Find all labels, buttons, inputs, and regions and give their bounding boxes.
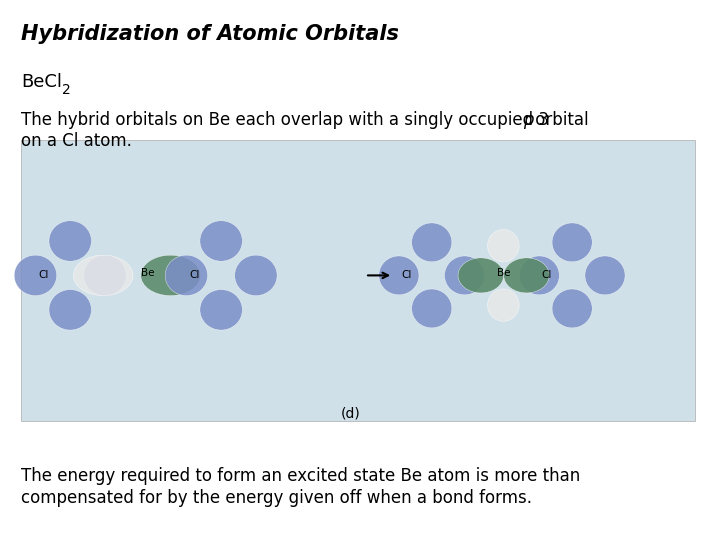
Ellipse shape — [200, 221, 243, 261]
Text: compensated for by the energy given off when a bond forms.: compensated for by the energy given off … — [21, 489, 532, 507]
Text: Hybridization of Atomic Orbitals: Hybridization of Atomic Orbitals — [21, 24, 399, 44]
Ellipse shape — [412, 223, 452, 262]
Text: Cl: Cl — [401, 271, 411, 280]
Text: Cl: Cl — [541, 271, 552, 280]
Text: Be: Be — [140, 268, 154, 278]
Ellipse shape — [140, 255, 200, 295]
Ellipse shape — [235, 255, 277, 295]
Text: Be: Be — [497, 268, 510, 278]
Text: Cl: Cl — [189, 271, 199, 280]
Ellipse shape — [379, 256, 419, 295]
Text: orbital: orbital — [530, 111, 589, 129]
Text: 2: 2 — [62, 83, 71, 97]
Text: Cl: Cl — [38, 271, 48, 280]
Ellipse shape — [552, 223, 593, 262]
Ellipse shape — [73, 255, 133, 295]
Ellipse shape — [504, 258, 549, 293]
Ellipse shape — [49, 289, 91, 330]
Ellipse shape — [585, 256, 625, 295]
Text: on a Cl atom.: on a Cl atom. — [21, 132, 132, 150]
Ellipse shape — [49, 221, 91, 261]
Ellipse shape — [165, 255, 207, 295]
FancyBboxPatch shape — [21, 140, 695, 421]
Ellipse shape — [519, 256, 559, 295]
Ellipse shape — [458, 258, 504, 293]
Text: p: p — [523, 111, 534, 129]
Text: The hybrid orbitals on Be each overlap with a singly occupied 3: The hybrid orbitals on Be each overlap w… — [21, 111, 549, 129]
Ellipse shape — [84, 255, 126, 295]
Ellipse shape — [552, 289, 593, 328]
Ellipse shape — [14, 255, 57, 295]
Text: The energy required to form an excited state Be atom is more than: The energy required to form an excited s… — [21, 467, 580, 485]
Text: (d): (d) — [341, 406, 361, 420]
Ellipse shape — [487, 230, 519, 262]
Text: BeCl: BeCl — [21, 73, 62, 91]
Ellipse shape — [412, 289, 452, 328]
Ellipse shape — [487, 289, 519, 321]
Ellipse shape — [444, 256, 485, 295]
Ellipse shape — [200, 289, 243, 330]
